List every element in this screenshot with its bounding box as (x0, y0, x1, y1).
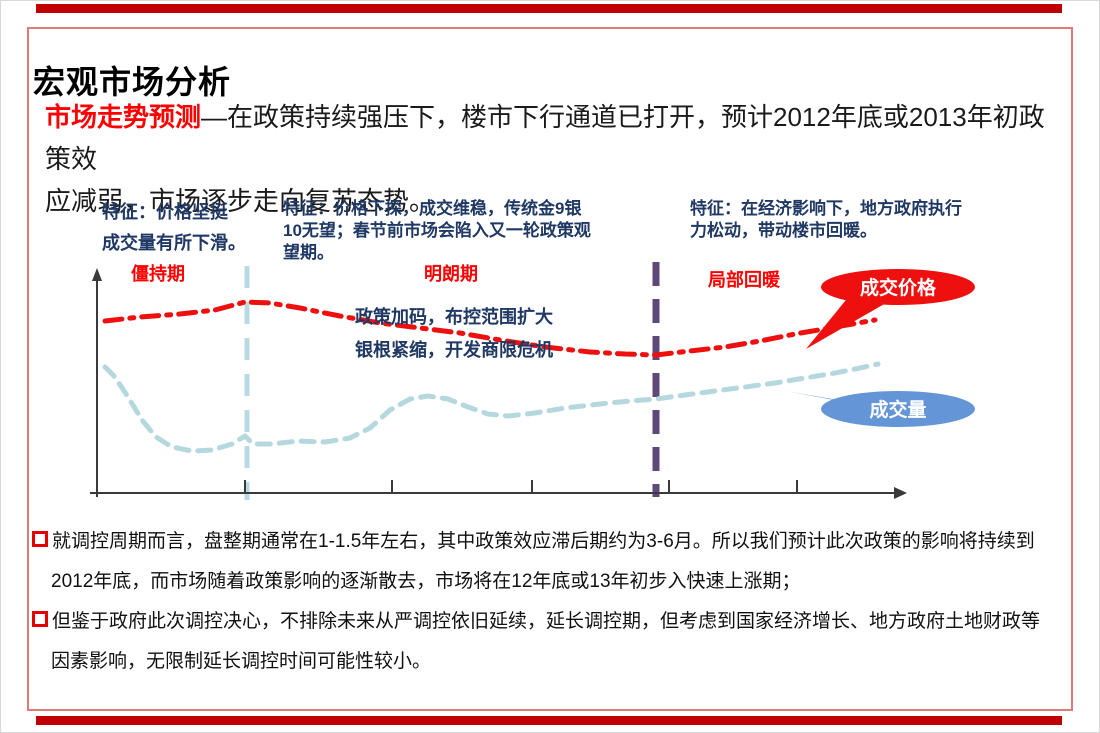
volume-callout-label: 成交量 (869, 398, 926, 421)
y-axis-arrow-icon (92, 268, 102, 281)
phase-label-stalemate: 僵持期 (131, 264, 185, 284)
bottom-accent-bar (36, 716, 1062, 725)
price-callout-label: 成交价格 (860, 276, 937, 299)
content-frame (27, 27, 1073, 711)
note-text: 但鉴于政府此次调控决心，不排除未来从严调控依旧延续，延长调控期，但考虑到国家经济… (51, 611, 1041, 672)
note-item: 但鉴于政府此次调控决心，不排除未来从严调控依旧延续，延长调控期，但考虑到国家经济… (32, 602, 1088, 682)
feature-recovery: 特征：在经济影响下，地方政府执行 力松动，带动楼市回暖。 (690, 199, 962, 240)
intro-paragraph: 市场走势预测—在政策持续强压下，楼市下行通道已打开，预计2012年底或2013年… (45, 96, 1061, 222)
price-curve (102, 299, 878, 358)
volume-curve (102, 361, 881, 454)
page-title: 宏观市场分析 (33, 64, 232, 101)
price-callout: 成交价格 (806, 269, 975, 349)
notes-block: 就调控周期而言，盘整期通常在1-1.5年左右，其中政策效应滞后期约为3-6月。所… (32, 522, 1088, 682)
intro-lead: 市场走势预测 (45, 102, 202, 132)
intro-body: —在政策持续强压下，楼市下行通道已打开，预计2012年底或2013年初政策效 应… (45, 102, 1045, 216)
chart-annotation: 政策加码，布控范围扩大 银根紧缩，开发商限危机 (355, 307, 553, 360)
price-callout-tail (806, 295, 886, 349)
top-accent-bar (36, 4, 1062, 13)
feature-clarity: 特征：价格下探，成交维稳，传统金9银 10无望；春节前市场会陷入又一轮政策观 望… (283, 199, 591, 262)
volume-callout: 成交量 (786, 391, 975, 427)
x-axis-arrow-icon (894, 487, 907, 499)
phase-label-recovery: 局部回暖 (708, 270, 780, 290)
x-axis-ticks (244, 480, 798, 493)
red-square-bullet-icon (32, 611, 48, 627)
feature-stalemate: 特征：价格坚挺 成交量有所下滑。 (102, 202, 246, 253)
note-item: 就调控周期而言，盘整期通常在1-1.5年左右，其中政策效应滞后期约为3-6月。所… (32, 522, 1088, 602)
price-callout-bubble (821, 269, 975, 305)
note-text: 就调控周期而言，盘整期通常在1-1.5年左右，其中政策效应滞后期约为3-6月。所… (51, 531, 1035, 592)
volume-callout-bubble (821, 391, 975, 427)
phase-label-clarity: 明朗期 (424, 264, 478, 284)
red-square-bullet-icon (32, 531, 48, 547)
